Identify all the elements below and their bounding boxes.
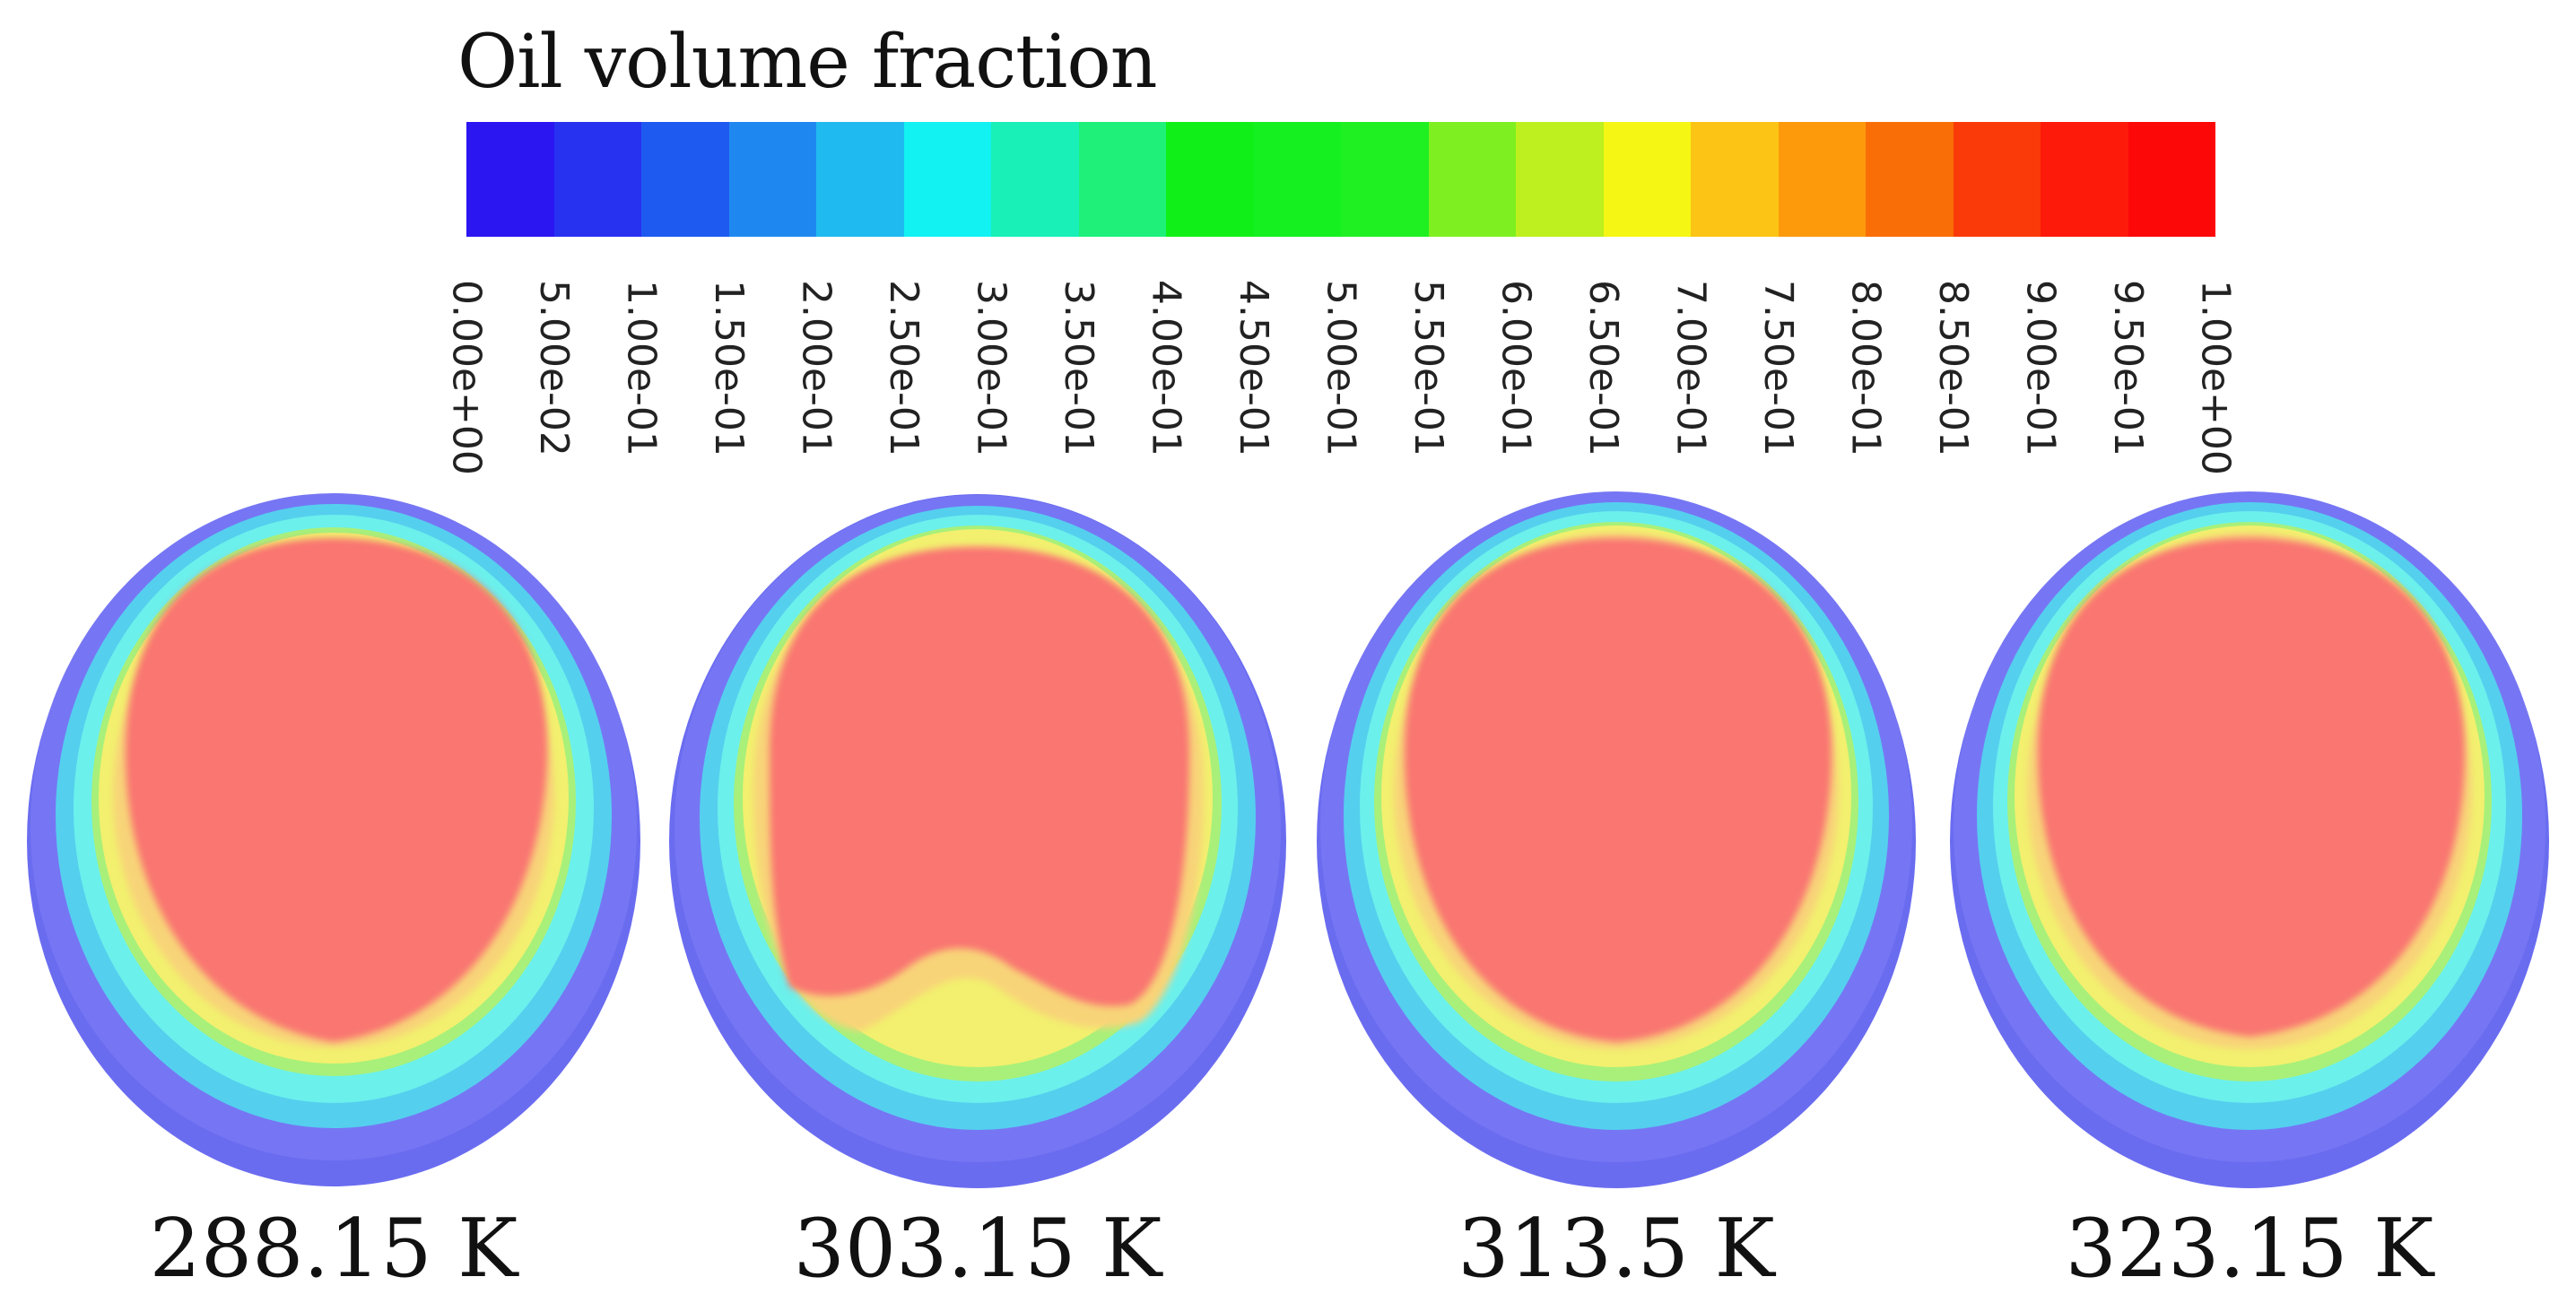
colorbar-tick-label: 1.50e-01	[706, 280, 752, 456]
temperature-label: 303.15 K	[793, 1202, 1162, 1296]
temperature-label: 313.5 K	[1458, 1202, 1775, 1296]
colorbar-swatch	[1078, 122, 1166, 237]
colorbar-tick-label: 1.00e+00	[2192, 280, 2239, 475]
colorbar-tick-label: 5.50e-01	[1405, 280, 1451, 456]
colorbar-tick-label: 4.50e-01	[1231, 280, 1276, 456]
colorbar-swatch	[991, 122, 1079, 237]
colorbar	[466, 122, 2215, 237]
colorbar-swatch	[1516, 122, 1604, 237]
colorbar-swatch	[2041, 122, 2128, 237]
colorbar-tick-label: 3.50e-01	[1056, 280, 1101, 456]
temperature-label: 288.15 K	[149, 1202, 518, 1296]
colorbar-tick-label: 3.00e-01	[968, 280, 1014, 456]
colorbar-swatch	[1691, 122, 1779, 237]
contour-panel-313	[1317, 491, 1916, 1188]
contour-panel-303	[669, 494, 1286, 1188]
colorbar-tick-label: 8.00e-01	[1842, 280, 1889, 456]
colorbar-swatch	[1778, 122, 1866, 237]
colorbar-tick-label: 8.50e-01	[1930, 280, 1976, 456]
colorbar-tick-label: 2.00e-01	[793, 280, 840, 456]
colorbar-tick-label: 9.00e-01	[2017, 280, 2064, 456]
colorbar-tick-label: 0.00e+00	[443, 280, 490, 475]
colorbar-tick-label: 7.00e-01	[1667, 280, 1714, 456]
contour-panels	[27, 491, 2549, 1188]
colorbar-swatch	[1603, 122, 1691, 237]
colorbar-tick-label: 9.50e-01	[2105, 280, 2151, 456]
colorbar-swatch	[641, 122, 729, 237]
colorbar-swatch	[2128, 122, 2215, 237]
colorbar-swatch	[1341, 122, 1429, 237]
temperature-label: 323.15 K	[2065, 1202, 2434, 1296]
contour-panel-323	[1950, 491, 2549, 1188]
colorbar-swatch	[1953, 122, 2041, 237]
colorbar-swatch	[553, 122, 641, 237]
colorbar-swatch	[1428, 122, 1516, 237]
colorbar-swatch	[1166, 122, 1254, 237]
colorbar-tick-label: 5.00e-01	[1318, 280, 1364, 456]
colorbar-swatch	[816, 122, 904, 237]
colorbar-ticks: 0.00e+00 5.00e-02 1.00e-01 1.50e-01 2.00e-01…	[0, 0, 2576, 502]
colorbar-tick-label: 2.50e-01	[881, 280, 927, 456]
contour-panel-288	[27, 493, 640, 1186]
colorbar-swatch	[1866, 122, 1954, 237]
colorbar-tick-label: 6.50e-01	[1580, 280, 1626, 456]
colorbar-tick-label: 4.00e-01	[1143, 280, 1189, 456]
colorbar-swatch	[1253, 122, 1341, 237]
legend-title: Oil volume fraction	[457, 20, 1158, 105]
colorbar-tick-label: 7.50e-01	[1755, 280, 1801, 456]
colorbar-tick-label: 5.00e-02	[531, 280, 577, 456]
colorbar-tick-label: 1.00e-01	[618, 280, 665, 456]
colorbar-swatch	[903, 122, 991, 237]
colorbar-tick-label: 6.00e-01	[1493, 280, 1539, 456]
colorbar-swatch	[728, 122, 816, 237]
colorbar-swatch	[466, 122, 554, 237]
